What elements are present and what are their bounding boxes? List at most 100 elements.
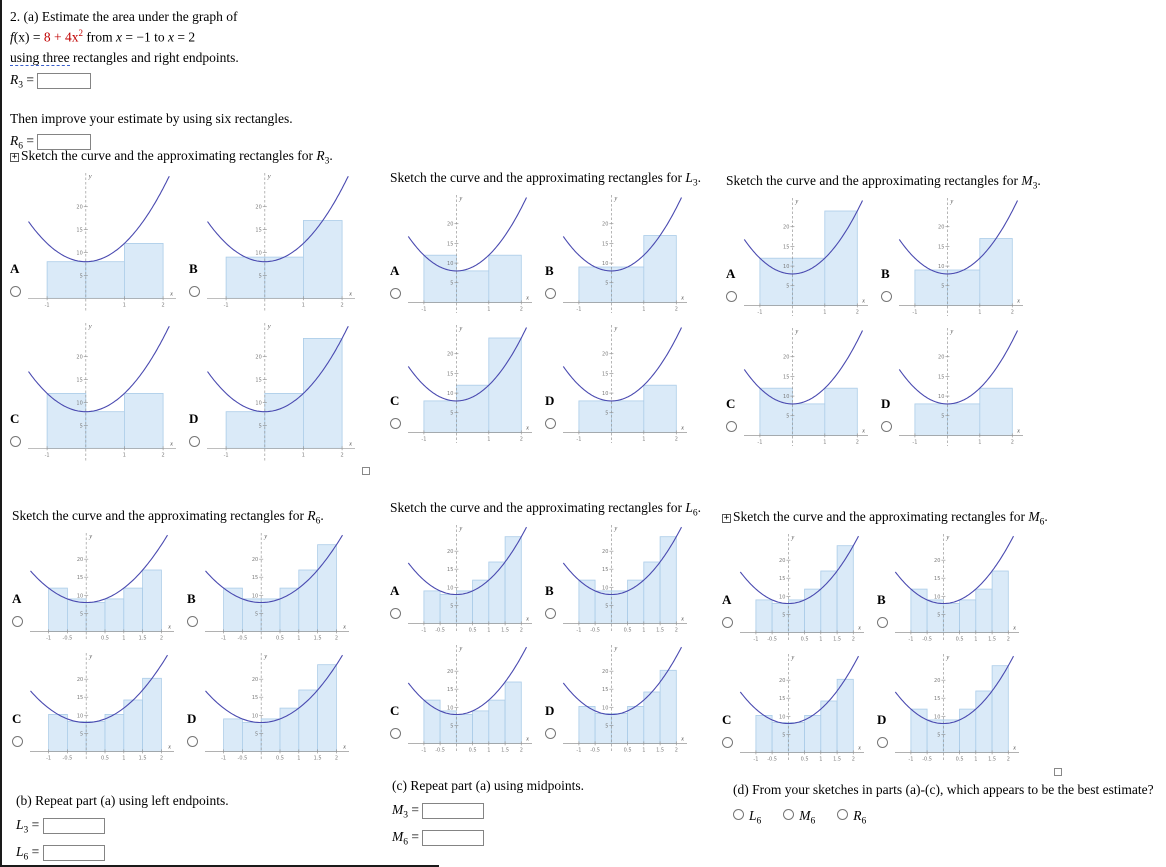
option-side: A [726, 196, 743, 318]
improve-line: Then improve your estimate by using six … [10, 111, 293, 127]
l3-input[interactable] [42, 818, 105, 835]
option-radio-d[interactable] [877, 736, 888, 748]
svg-text:0.5: 0.5 [276, 635, 284, 641]
svg-text:-1: -1 [576, 436, 581, 442]
option-label: C [390, 392, 400, 408]
option-radio-d[interactable] [545, 727, 556, 739]
corner-box-icon[interactable] [362, 466, 370, 475]
svg-text:10: 10 [255, 400, 261, 406]
m6-input[interactable] [422, 830, 485, 847]
svg-text:10: 10 [602, 261, 608, 267]
option-side: A [12, 531, 29, 643]
option-radio-c[interactable] [390, 727, 401, 739]
choice-l6[interactable]: L6 [733, 806, 761, 829]
l3-var: L [16, 817, 24, 833]
option-radio-d[interactable] [545, 417, 556, 429]
option-side: A [722, 532, 739, 644]
svg-text:2: 2 [1007, 636, 1010, 642]
svg-text:20: 20 [76, 204, 82, 210]
l6-input[interactable] [42, 845, 105, 862]
option-radio-b[interactable] [877, 616, 888, 628]
svg-text:-1: -1 [576, 306, 581, 312]
svg-text:-0.5: -0.5 [922, 636, 932, 642]
option-radio-b[interactable] [545, 287, 556, 299]
svg-text:20: 20 [252, 557, 258, 563]
svg-text:0.5: 0.5 [801, 756, 809, 762]
svg-text:y: y [613, 195, 617, 202]
r3-input[interactable] [37, 73, 92, 90]
option-side: C [390, 643, 407, 755]
svg-text:-0.5: -0.5 [590, 627, 600, 633]
option-radio-c[interactable] [12, 735, 23, 747]
title-period: . [1044, 509, 1048, 524]
option-radio-d[interactable] [881, 420, 892, 432]
expand-icon[interactable]: + [722, 513, 731, 523]
corner-box-icon[interactable] [1053, 767, 1062, 776]
svg-text:-0.5: -0.5 [238, 635, 248, 641]
option-radio-b[interactable] [881, 290, 892, 302]
svg-text:15: 15 [783, 374, 789, 380]
choice-r6-radio[interactable] [837, 809, 849, 821]
title-period: . [697, 500, 702, 515]
part-c-text: (c) Repeat part (a) using midpoints. [392, 776, 584, 796]
option-radio-c[interactable] [10, 435, 21, 447]
m3-input[interactable] [422, 803, 485, 820]
choice-m6-radio[interactable] [783, 809, 795, 821]
r6-eq: = [23, 133, 38, 149]
svg-text:x: x [857, 744, 861, 751]
option-radio-d[interactable] [189, 435, 200, 447]
title-period: . [320, 508, 324, 523]
part-d: (d) From your sketches in parts (a)-(c),… [733, 780, 1154, 829]
svg-text:x: x [857, 624, 861, 631]
option-side: D [881, 326, 898, 448]
option-radio-a[interactable] [722, 616, 733, 628]
svg-text:2: 2 [335, 755, 338, 761]
title-sub: 6 [1039, 517, 1045, 528]
r3-eq: = [23, 72, 38, 88]
title-var: L [685, 500, 693, 515]
option-radio-a[interactable] [12, 615, 23, 627]
option-label: C [12, 710, 22, 726]
choice-r6[interactable]: R6 [837, 806, 866, 829]
m6-var: M [392, 829, 404, 845]
option-radio-c[interactable] [390, 417, 401, 429]
title-var: M [1021, 173, 1033, 188]
r3-answer-row: R3 = [10, 70, 293, 93]
option-radio-a[interactable] [390, 607, 401, 619]
option-radio-d[interactable] [187, 735, 198, 747]
svg-text:-1: -1 [45, 452, 50, 458]
option-radio-b[interactable] [189, 285, 200, 297]
option-side: D [187, 651, 204, 763]
svg-text:-1: -1 [224, 452, 229, 458]
option-label: D [189, 410, 199, 426]
option-radio-a[interactable] [726, 290, 737, 302]
svg-text:2: 2 [1011, 309, 1014, 315]
svg-text:10: 10 [252, 593, 258, 599]
option-radio-a[interactable] [390, 287, 401, 299]
svg-text:5: 5 [80, 611, 83, 617]
option-radio-b[interactable] [187, 615, 198, 627]
choice-r6-label: R6 [853, 808, 867, 827]
choice-m6[interactable]: M6 [783, 806, 815, 829]
option-label: D [877, 711, 887, 727]
svg-text:x: x [680, 294, 684, 301]
option-radio-c[interactable] [726, 420, 737, 432]
option-radio-c[interactable] [722, 736, 733, 748]
option-radio-a[interactable] [10, 285, 21, 297]
part-d-text: (d) From your sketches in parts (a)-(c),… [733, 780, 1154, 800]
svg-text:2: 2 [162, 302, 165, 308]
expand-icon[interactable]: + [10, 152, 19, 162]
problem-statement: 2. (a) Estimate the area under the graph… [10, 7, 293, 154]
part-d-choices: L6 M6 R6 [733, 806, 1154, 829]
svg-text:0.5: 0.5 [469, 747, 477, 753]
svg-text:x: x [342, 743, 346, 750]
svg-text:2: 2 [335, 635, 338, 641]
svg-text:20: 20 [447, 351, 453, 357]
choice-l6-radio[interactable] [733, 809, 744, 821]
option-radio-b[interactable] [545, 607, 556, 619]
underlined-phrase: using three [10, 50, 70, 66]
svg-text:5: 5 [450, 603, 453, 609]
r6-input[interactable] [37, 134, 92, 151]
